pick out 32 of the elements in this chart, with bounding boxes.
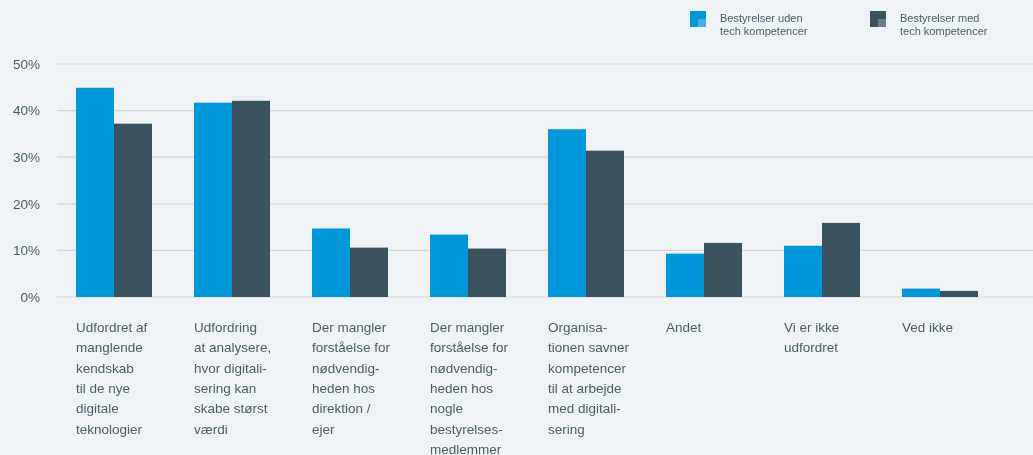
bar bbox=[666, 253, 704, 297]
y-tick-label: 10% bbox=[12, 243, 40, 259]
y-tick-label: 30% bbox=[12, 149, 40, 165]
y-tick-label: 0% bbox=[20, 289, 40, 305]
y-tick-label: 40% bbox=[12, 103, 40, 119]
bar bbox=[902, 288, 940, 297]
legend-label: Bestyrelser uden tech kompetencer bbox=[720, 12, 808, 37]
bar bbox=[548, 129, 586, 297]
bar bbox=[468, 248, 506, 297]
x-tick-label: Der mangler forståelse for nødvendig- heden hos direktion / ejer bbox=[312, 320, 391, 437]
bar bbox=[430, 234, 468, 297]
bar bbox=[784, 245, 822, 297]
bar bbox=[704, 242, 742, 297]
bar bbox=[940, 290, 978, 297]
x-tick-label: Vi er ikke udfordret bbox=[784, 320, 840, 356]
x-tick-label: Ved ikke bbox=[902, 320, 954, 335]
bar bbox=[76, 87, 114, 297]
y-tick-label: 50% bbox=[12, 56, 40, 72]
x-tick-label: Udfordret af manglende kendskab til de nye digitale teknologier bbox=[76, 320, 148, 437]
bar bbox=[232, 100, 270, 297]
x-tick-label: Andet bbox=[666, 320, 702, 335]
bar bbox=[586, 150, 624, 297]
x-tick-label: Organisa- tionen savner kompetencer til at arbejde med digitali- sering bbox=[548, 320, 630, 437]
x-tick-label: Der mangler forståelse for nødvendig- heden hos nogle bestyrelses- medlemmer bbox=[430, 320, 509, 455]
bar bbox=[194, 102, 232, 297]
bar bbox=[312, 228, 350, 297]
bar bbox=[350, 247, 388, 297]
bar bbox=[114, 123, 152, 297]
legend-label: Bestyrelser med tech kompetencer bbox=[900, 12, 988, 37]
y-tick-label: 20% bbox=[12, 196, 40, 212]
bar bbox=[822, 222, 860, 297]
x-tick-label: Udfordring at analysere, hvor digitali- sering kan skabe størst værdi bbox=[194, 320, 272, 437]
